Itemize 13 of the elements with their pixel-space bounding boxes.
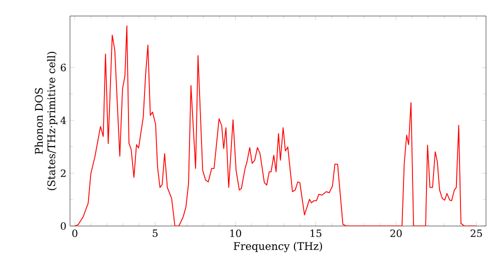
y-tick-label: 4 [60,116,66,124]
x-tick-label: 20 [390,230,402,238]
x-tick-label: 5 [152,230,158,237]
y-tick-label: 0 [60,222,66,230]
y-tick-label: 6 [60,64,66,72]
y-axis-title: Phonon DOS (States/THz·primitive cell) [34,52,58,190]
x-tick-label: 10 [230,230,242,238]
x-axis-title: Frequency (THz) [234,242,322,252]
y-tick-label: 2 [60,169,66,177]
x-tick-label: 15 [310,230,322,238]
x-tick-label: 25 [470,230,482,238]
x-tick-label: 0 [72,230,78,238]
line-series [74,25,477,226]
